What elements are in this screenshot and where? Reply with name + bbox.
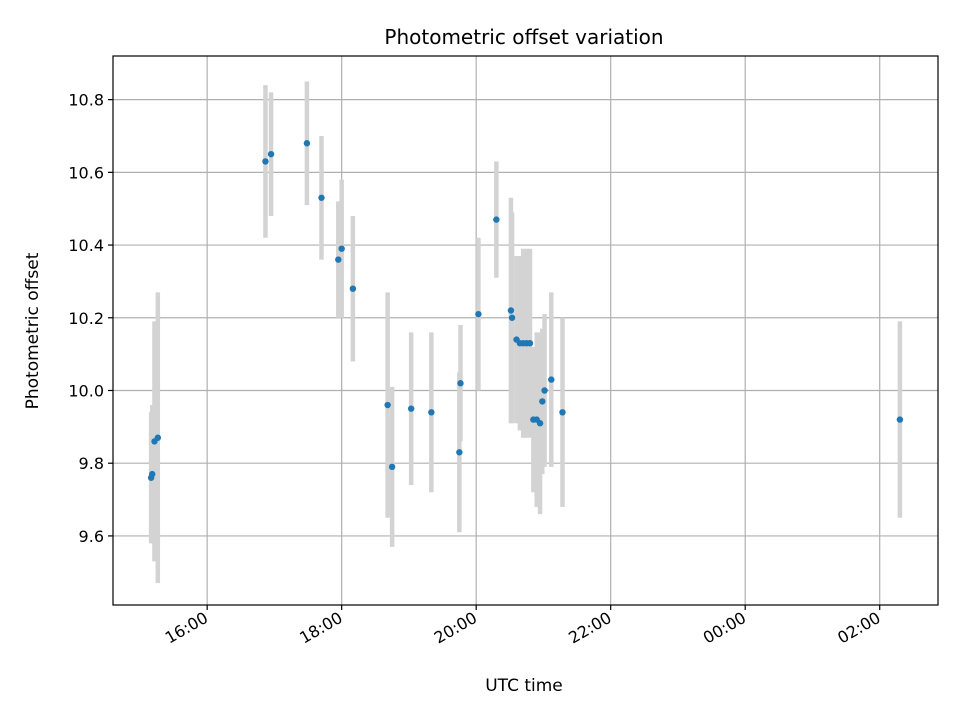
- data-points: [147, 140, 904, 481]
- y-tick-label: 10.4: [68, 236, 104, 255]
- data-point: [384, 401, 391, 409]
- data-point: [154, 434, 162, 441]
- y-axis-label: Photometric offset: [23, 252, 43, 409]
- data-point: [457, 380, 464, 387]
- y-tick-label: 10.2: [68, 309, 104, 328]
- y-axis-ticks: 9.6 9.8 10.0 10.2 10.4 10.6 10.8: [68, 91, 113, 546]
- data-point: [541, 387, 548, 394]
- plot-area-frame: [112, 55, 939, 606]
- data-point: [428, 409, 435, 416]
- data-point: [338, 245, 345, 252]
- data-point: [526, 340, 534, 347]
- data-point: [303, 140, 311, 147]
- data-point: [456, 449, 463, 456]
- data-point: [407, 405, 415, 412]
- data-point: [475, 310, 482, 318]
- data-point: [507, 307, 515, 314]
- y-tick-label: 9.6: [79, 527, 104, 546]
- x-axis-label: UTC time: [485, 676, 563, 696]
- y-tick-label: 10.8: [68, 91, 104, 110]
- chart-title: Photometric offset variation: [384, 25, 663, 49]
- data-point: [539, 398, 546, 405]
- data-point: [267, 150, 275, 158]
- y-tick-label: 9.8: [79, 454, 104, 473]
- data-point: [548, 376, 555, 383]
- data-point: [388, 463, 396, 471]
- data-point: [508, 314, 516, 321]
- data-point: [536, 420, 544, 427]
- data-point: [349, 285, 357, 292]
- data-point: [559, 409, 566, 416]
- data-point: [318, 194, 325, 201]
- data-point: [896, 416, 904, 423]
- data-point: [493, 216, 500, 223]
- data-point: [149, 470, 156, 478]
- y-tick-label: 10.6: [68, 163, 104, 182]
- data-point: [335, 256, 342, 263]
- data-point: [262, 158, 269, 165]
- y-tick-label: 10.0: [68, 381, 104, 400]
